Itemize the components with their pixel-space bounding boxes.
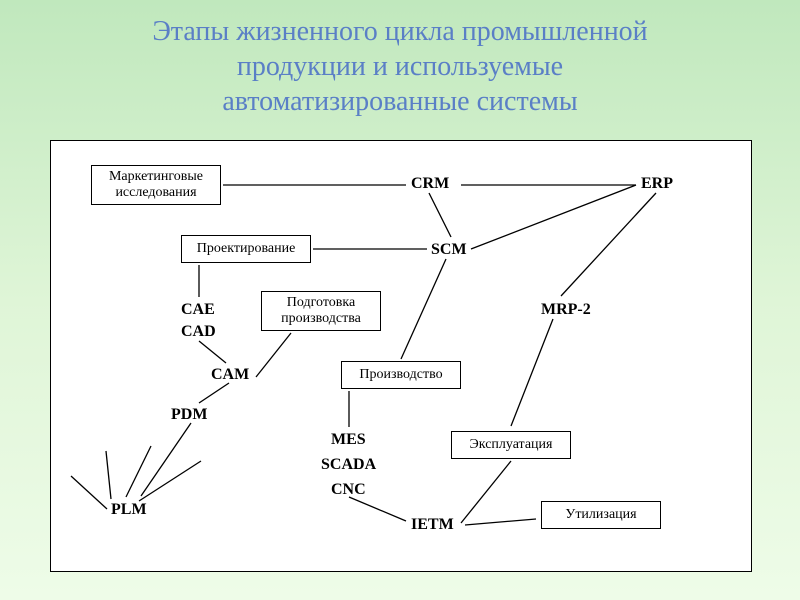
- edge: [429, 193, 451, 237]
- edge: [561, 193, 656, 296]
- edge: [126, 446, 151, 497]
- label-cae: CAE: [181, 301, 215, 319]
- node-design: Проектирование: [181, 235, 311, 263]
- page-title: Этапы жизненного цикла промышленной прод…: [0, 0, 800, 119]
- label-erp: ERP: [641, 175, 673, 193]
- edge: [71, 476, 107, 509]
- edge: [465, 519, 536, 525]
- edge: [199, 383, 229, 403]
- node-expl: Эксплуатация: [451, 431, 571, 459]
- edge: [256, 333, 291, 377]
- node-prep: Подготовкапроизводства: [261, 291, 381, 331]
- label-cnc: CNC: [331, 481, 366, 499]
- edge: [349, 497, 406, 521]
- title-line-2: продукции и используемые: [237, 51, 563, 82]
- label-cam: CAM: [211, 366, 249, 384]
- edge: [511, 319, 553, 426]
- node-util: Утилизация: [541, 501, 661, 529]
- edge: [106, 451, 111, 499]
- edge: [199, 341, 226, 363]
- lifecycle-diagram: Маркетинговыеисследования Проектирование П…: [50, 140, 752, 572]
- label-scm: SCM: [431, 241, 467, 259]
- edge: [141, 423, 191, 496]
- edge: [461, 461, 511, 523]
- node-marketing: Маркетинговыеисследования: [91, 165, 221, 205]
- label-cad: CAD: [181, 323, 216, 341]
- edge: [471, 185, 636, 249]
- label-ietm: IETM: [411, 516, 454, 534]
- edge: [401, 259, 446, 359]
- label-pdm: PDM: [171, 406, 207, 424]
- title-line-3: автоматизированные системы: [222, 86, 577, 117]
- node-prod: Производство: [341, 361, 461, 389]
- label-crm: CRM: [411, 175, 449, 193]
- label-mes: MES: [331, 431, 366, 449]
- label-mrp2: MRP-2: [541, 301, 591, 319]
- label-plm: PLM: [111, 501, 147, 519]
- title-line-1: Этапы жизненного цикла промышленной: [152, 16, 647, 47]
- edge: [139, 461, 201, 501]
- label-scada: SCADA: [321, 456, 376, 474]
